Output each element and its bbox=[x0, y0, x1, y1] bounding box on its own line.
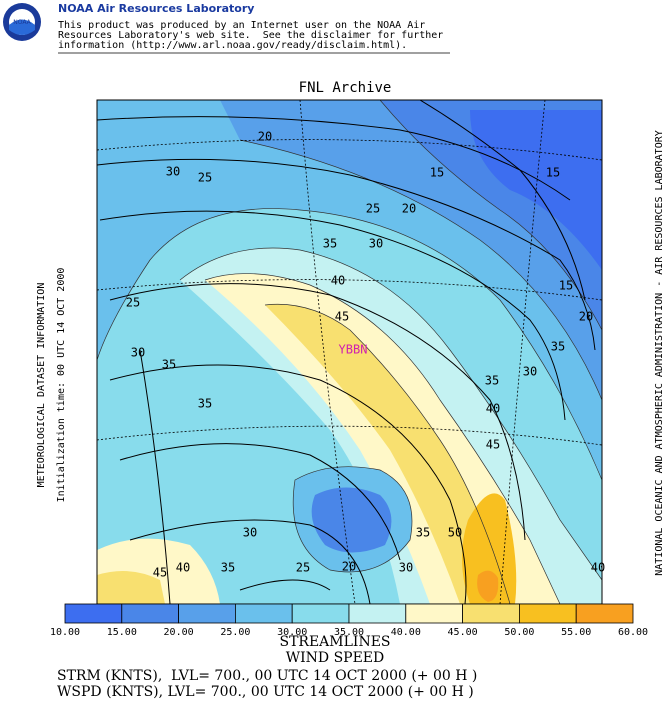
contour-label: 50 bbox=[448, 526, 462, 540]
colorbar-label: 10.00 bbox=[50, 627, 80, 638]
contour-label: 25 bbox=[296, 561, 310, 575]
contour-label: 20 bbox=[258, 130, 272, 144]
left-text: Initialization time: 00 UTC 14 OCT 2000 bbox=[56, 268, 67, 503]
colorbar-swatch bbox=[121, 603, 180, 624]
wind-speed-field bbox=[96, 99, 603, 605]
contour-label: 35 bbox=[416, 526, 430, 540]
contour-label: 45 bbox=[335, 310, 349, 324]
station-label: YBBN bbox=[339, 343, 368, 357]
contour-label: 35 bbox=[323, 237, 337, 251]
footer-line: STREAMLINES bbox=[279, 634, 390, 650]
colorbar-label: 55.00 bbox=[561, 627, 591, 638]
contour-label: 20 bbox=[579, 310, 593, 324]
contour-label: 35 bbox=[162, 358, 176, 372]
noaa-logo: NOAA bbox=[3, 3, 41, 41]
contour-label: 30 bbox=[399, 561, 413, 575]
contour-label: 15 bbox=[559, 279, 573, 293]
contour-label: 25 bbox=[366, 202, 380, 216]
colorbar-swatch bbox=[519, 603, 577, 624]
contour-label: 35 bbox=[551, 340, 565, 354]
contour-label: 45 bbox=[486, 438, 500, 452]
contour-label: 45 bbox=[153, 566, 167, 580]
colorbar-label: 45.00 bbox=[448, 627, 478, 638]
footer-line: WSPD (KNTS), LVL= 700., 00 UTC 14 OCT 20… bbox=[57, 684, 474, 700]
colorbar-swatch bbox=[348, 603, 407, 624]
contour-label: 40 bbox=[176, 561, 190, 575]
right-text: NATIONAL OCEANIC AND ATMOSPHERIC ADMINIS… bbox=[654, 130, 663, 576]
left-text: METEOROLOGICAL DATASET INFORMATION bbox=[36, 283, 47, 488]
contour-label: 30 bbox=[523, 365, 537, 379]
contour-label: 15 bbox=[430, 166, 444, 180]
contour-label: 30 bbox=[369, 237, 383, 251]
colorbar-swatch bbox=[462, 603, 520, 624]
contour-label: 40 bbox=[331, 274, 345, 288]
contour-label: 15 bbox=[546, 166, 560, 180]
contour-label: 30 bbox=[166, 165, 180, 179]
header-title: NOAA Air Resources Laboratory bbox=[58, 2, 254, 15]
contour-label: 35 bbox=[485, 374, 499, 388]
colorbar-label: 15.00 bbox=[107, 627, 137, 638]
colorbar-swatch bbox=[291, 603, 350, 624]
plot-title: FNL Archive bbox=[299, 80, 392, 96]
footer-line: WIND SPEED bbox=[286, 650, 385, 666]
colorbar-label: 60.00 bbox=[618, 627, 648, 638]
contour-label: 35 bbox=[198, 397, 212, 411]
colorbar-swatch bbox=[64, 603, 123, 624]
contour-label: 25 bbox=[198, 171, 212, 185]
colorbar-label: 40.00 bbox=[391, 627, 421, 638]
colorbar-swatch bbox=[405, 603, 463, 624]
disclaimer: This product was produced by an Internet… bbox=[58, 20, 425, 31]
contour-label: 30 bbox=[131, 346, 145, 360]
contour-label: 40 bbox=[591, 561, 605, 575]
contour-label: 35 bbox=[221, 561, 235, 575]
colorbar-label: 20.00 bbox=[164, 627, 194, 638]
colorbar-label: 25.00 bbox=[220, 627, 250, 638]
colorbar-label: 30.00 bbox=[277, 627, 307, 638]
contour-label: 40 bbox=[486, 402, 500, 416]
contour-label: 25 bbox=[126, 296, 140, 310]
colorbar-swatch bbox=[234, 603, 293, 624]
colorbar-label: 50.00 bbox=[504, 627, 534, 638]
colorbar-swatch bbox=[575, 603, 634, 624]
colorbar-label: 35.00 bbox=[334, 627, 364, 638]
footer-line: STRM (KNTS), LVL= 700., 00 UTC 14 OCT 20… bbox=[57, 668, 477, 684]
contour-label: 30 bbox=[243, 526, 257, 540]
svg-text:NOAA: NOAA bbox=[13, 19, 31, 26]
contour-label: 20 bbox=[342, 560, 356, 574]
colorbar-swatch bbox=[178, 603, 236, 624]
disclaimer: Resources Laboratory's web site. See the… bbox=[58, 30, 443, 41]
disclaimer: information (http://www.arl.noaa.gov/rea… bbox=[58, 40, 407, 51]
contour-label: 20 bbox=[402, 202, 416, 216]
